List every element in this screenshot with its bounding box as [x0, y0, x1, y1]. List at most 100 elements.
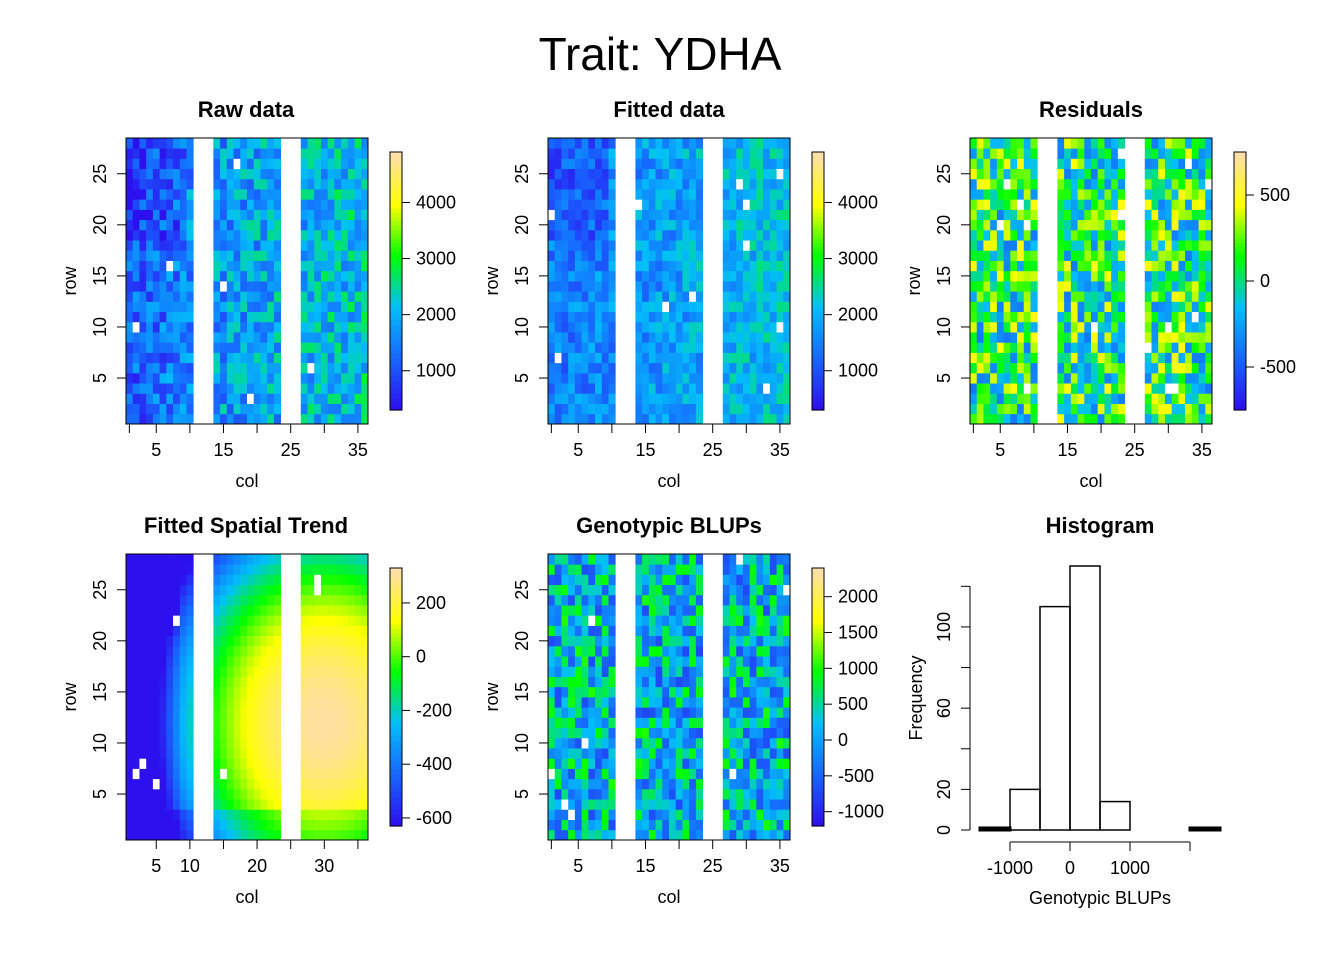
heatmap-cell: [588, 748, 596, 759]
heatmap-cell: [341, 403, 349, 415]
heatmap-cell: [146, 240, 154, 251]
heatmap-cell: [776, 219, 784, 231]
colorbar-step: [390, 718, 402, 724]
heatmap-cell: [1077, 189, 1085, 200]
heatmap-cell: [695, 229, 704, 241]
heatmap-cell: [990, 229, 998, 241]
heatmap-cell: [1084, 321, 1092, 333]
heatmap-cell: [601, 311, 609, 323]
colorbar-step: [812, 697, 824, 702]
heatmap-cell: [568, 260, 576, 272]
heatmap-cell: [742, 178, 751, 190]
heatmap-cell: [554, 168, 562, 180]
heatmap-cell: [213, 799, 221, 810]
heatmap-cell: [146, 788, 154, 800]
heatmap-cell: [159, 697, 167, 708]
heatmap-cell: [213, 768, 221, 780]
heatmap-cell: [729, 332, 737, 343]
heatmap-cell: [601, 809, 609, 820]
heatmap-cell: [300, 727, 308, 739]
heatmap-cell: [1164, 332, 1173, 343]
heatmap-cell: [635, 362, 643, 374]
heatmap-cell: [361, 645, 369, 657]
heatmap-cell: [240, 393, 248, 404]
heatmap-cell: [749, 372, 757, 384]
heatmap-cell: [548, 707, 556, 718]
heatmap-cell: [220, 727, 228, 739]
heatmap-cell: [1104, 403, 1112, 415]
heatmap-cell: [601, 138, 609, 149]
heatmap-cell: [1185, 178, 1193, 190]
heatmap-cell: [334, 413, 342, 425]
heatmap-cell: [327, 301, 335, 313]
colorbar-step: [812, 649, 824, 655]
heatmap-cell: [354, 209, 362, 221]
heatmap-cell: [595, 342, 603, 353]
heatmap-cell: [327, 383, 335, 394]
heatmap-cell: [601, 564, 609, 575]
heatmap-cell: [186, 574, 194, 586]
heatmap-cell: [996, 250, 1005, 261]
heatmap-cell: [240, 209, 248, 221]
heatmap-cell: [273, 615, 282, 626]
heatmap-cell: [327, 148, 335, 159]
heatmap-cell: [1010, 332, 1018, 343]
heatmap-cell: [166, 625, 174, 637]
heatmap-cell: [669, 574, 677, 586]
colorbar-step: [1234, 160, 1246, 166]
heatmap-cell: [361, 209, 369, 221]
heatmap-cell: [1205, 352, 1213, 364]
heatmap-cell: [756, 311, 764, 323]
histogram-bars: [978, 565, 1222, 832]
heatmap-cell: [588, 260, 596, 272]
heatmap-cell: [1003, 332, 1011, 343]
heatmap-cells: [126, 554, 369, 841]
colorbar-step: [390, 384, 402, 390]
heatmap-cell: [675, 707, 683, 718]
heatmap-cell: [608, 219, 616, 231]
heatmap-cell: [689, 372, 697, 384]
heatmap-cell: [561, 615, 569, 626]
heatmap-cell: [568, 758, 576, 769]
heatmap-cell: [253, 403, 261, 415]
heatmap-cell: [635, 727, 643, 739]
heatmap-cell: [361, 666, 369, 677]
heatmap-cell: [1164, 301, 1173, 313]
heatmap-cell: [642, 748, 650, 759]
heatmap-cell: [662, 178, 670, 190]
heatmap-cell: [769, 332, 777, 343]
heatmap-cell: [561, 240, 569, 251]
heatmap-cell: [722, 615, 730, 626]
heatmap-cell: [662, 342, 670, 353]
heatmap-cell: [213, 615, 221, 626]
heatmap-cell: [320, 554, 329, 565]
heatmap-cell: [554, 686, 562, 698]
heatmap-cell: [1064, 342, 1072, 353]
heatmap-cell: [568, 768, 576, 780]
colorbar-step: [1234, 207, 1246, 213]
heatmap-cell: [1091, 189, 1099, 200]
heatmap-cell: [132, 625, 140, 637]
heatmap-cell: [146, 342, 154, 353]
heatmap-cell: [213, 260, 221, 272]
heatmap-cell: [581, 199, 589, 210]
heatmap-cell: [675, 758, 683, 769]
heatmap-cell: [1178, 342, 1186, 353]
heatmap-cell: [247, 260, 255, 272]
heatmap-cell: [146, 362, 154, 374]
heatmap-cell: [139, 645, 147, 657]
colorbar-step: [812, 761, 824, 767]
heatmap-cell: [983, 250, 991, 261]
heatmap-cell: [990, 352, 998, 364]
heatmap-cell: [260, 656, 268, 667]
heatmap-cell: [1117, 281, 1126, 292]
heatmap-cell: [1030, 413, 1038, 425]
heatmap-cell: [1057, 321, 1065, 333]
heatmap-cell: [990, 209, 998, 221]
heatmap-cell: [247, 727, 255, 739]
heatmap-cell: [159, 748, 167, 759]
heatmap-cell: [247, 717, 255, 729]
heatmap-cell: [756, 199, 764, 210]
heatmap-cell: [675, 291, 683, 302]
